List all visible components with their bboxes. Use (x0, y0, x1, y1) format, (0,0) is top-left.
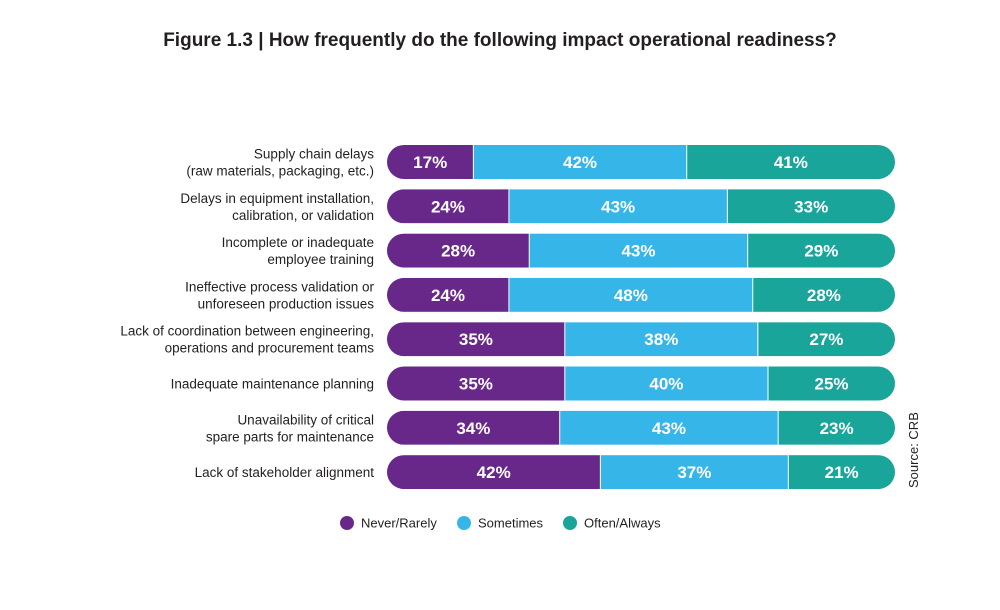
legend: Never/Rarely Sometimes Often/Always (340, 516, 661, 531)
bar-segment (757, 322, 895, 357)
legend-label: Never/Rarely (361, 516, 437, 531)
bar-segment (529, 233, 748, 268)
bar-segment (387, 410, 560, 445)
segment-divider (686, 145, 688, 179)
value-label: 43% (601, 197, 635, 216)
category-labels: Supply chain delays (raw materials, packa… (120, 147, 374, 481)
bar-segment (387, 233, 530, 268)
bar-segment (778, 410, 895, 445)
source-note: Source: CRB (906, 412, 921, 488)
legend-marker (457, 516, 471, 530)
segment-divider (752, 277, 754, 312)
bars-layer: 17% 42% 41% 24% 43% 33% 28% 43% 29% 24% 48% 28% 35% 3… (387, 145, 895, 490)
bar-segment (387, 322, 565, 357)
value-label: 27% (809, 330, 843, 349)
bar-segment (387, 145, 474, 179)
segment-divider (757, 322, 759, 357)
bar-segment (752, 277, 895, 312)
bar-segment (387, 189, 509, 224)
bar-row (387, 322, 895, 357)
chart-title: Figure 1.3 | How frequently do the follo… (163, 30, 837, 51)
value-label: 29% (804, 242, 838, 261)
category-label: Incomplete or inadequate employee trainin… (222, 235, 374, 267)
segment-divider (787, 455, 789, 490)
bar-segment (508, 277, 753, 312)
segment-divider (564, 322, 566, 357)
segment-divider (508, 189, 510, 224)
value-label: 48% (614, 286, 648, 305)
bar-row (387, 410, 895, 445)
bar-row (387, 145, 895, 179)
value-label: 38% (644, 330, 678, 349)
segment-divider (777, 410, 779, 445)
category-label: Unavailability of critical spare parts fo… (206, 412, 374, 444)
category-label: Inadequate maintenance planning (171, 377, 374, 392)
segment-divider (528, 233, 530, 268)
bar-segment (727, 189, 895, 224)
bar-segment (768, 366, 895, 401)
value-label: 33% (794, 197, 828, 216)
bar-row (387, 189, 895, 224)
bar-segment (686, 145, 895, 179)
value-label: 37% (677, 463, 711, 482)
value-label: 42% (563, 153, 597, 172)
value-label: 42% (477, 463, 511, 482)
legend-marker (563, 516, 577, 530)
value-label: 28% (807, 286, 841, 305)
bar-segment (788, 455, 895, 490)
segment-divider (508, 277, 510, 312)
bar-row (387, 455, 895, 490)
bar-segment (747, 233, 895, 268)
value-label: 24% (431, 197, 465, 216)
category-label: Lack of coordination between engineering… (120, 324, 374, 356)
value-label: 24% (431, 286, 465, 305)
legend-label: Often/Always (584, 516, 661, 531)
category-label: Ineffective process validation or unfores… (185, 279, 374, 311)
legend-marker (340, 516, 354, 530)
segment-divider (559, 410, 561, 445)
value-label: 25% (814, 375, 848, 394)
value-label: 40% (649, 375, 683, 394)
bar-segment (564, 366, 768, 401)
segment-divider (726, 189, 728, 224)
value-label: 43% (652, 419, 686, 438)
bar-row (387, 233, 895, 268)
value-label: 34% (456, 419, 490, 438)
segment-divider (472, 145, 474, 179)
bar-segment (387, 366, 565, 401)
category-label: Delays in equipment installation, calibra… (180, 191, 374, 223)
value-label: 28% (441, 242, 475, 261)
legend-label: Sometimes (478, 516, 544, 531)
segment-divider (564, 366, 566, 401)
bar-segment (564, 322, 758, 357)
value-label: 35% (459, 375, 493, 394)
value-label: 41% (774, 153, 808, 172)
bar-segment (387, 455, 601, 490)
bar-segment (559, 410, 779, 445)
segment-divider (599, 455, 601, 490)
bar-segment (387, 277, 509, 312)
bar-segment (473, 145, 687, 179)
value-label: 43% (621, 242, 655, 261)
category-label: Lack of stakeholder alignment (195, 465, 375, 480)
bar-segment (600, 455, 789, 490)
segment-divider (747, 233, 749, 268)
segment-divider (767, 366, 769, 401)
bar-row (387, 366, 895, 401)
value-label: 35% (459, 330, 493, 349)
value-label: 17% (413, 153, 447, 172)
category-label: Supply chain delays (raw materials, packa… (186, 147, 374, 179)
bar-row (387, 277, 895, 312)
value-label: 21% (825, 463, 859, 482)
value-label: 23% (820, 419, 854, 438)
bar-segment (508, 189, 728, 224)
